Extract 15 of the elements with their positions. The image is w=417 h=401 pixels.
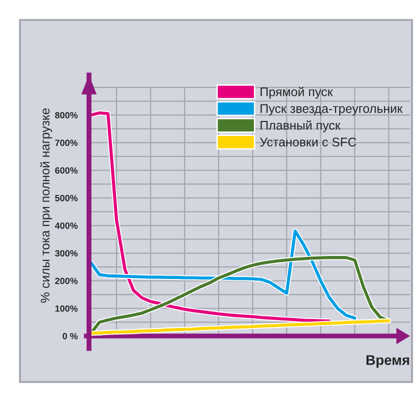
legend-label: Прямой пуск [260,86,333,99]
y-tick-label: 800% [55,112,78,118]
legend-label: Плавный пуск [260,120,340,132]
x-axis-title: Время [366,355,410,368]
legend-label: Установки с SFC [260,138,356,146]
y-axis-title: % силы тока при полной нагрузке [40,108,52,303]
y-tick-label: 700% [55,140,78,146]
y-tick-label: 400% [54,222,78,229]
y-tick-label: 100% [55,305,78,312]
y-tick-label: 0 % [62,332,78,340]
y-tick-label: 500% [55,194,78,202]
y-tick-label: 600% [55,167,78,174]
legend-label: Пуск звезда-треугольник [260,104,403,116]
y-tick-label: 300% [55,250,78,257]
y-tick-label: 200% [55,278,78,284]
